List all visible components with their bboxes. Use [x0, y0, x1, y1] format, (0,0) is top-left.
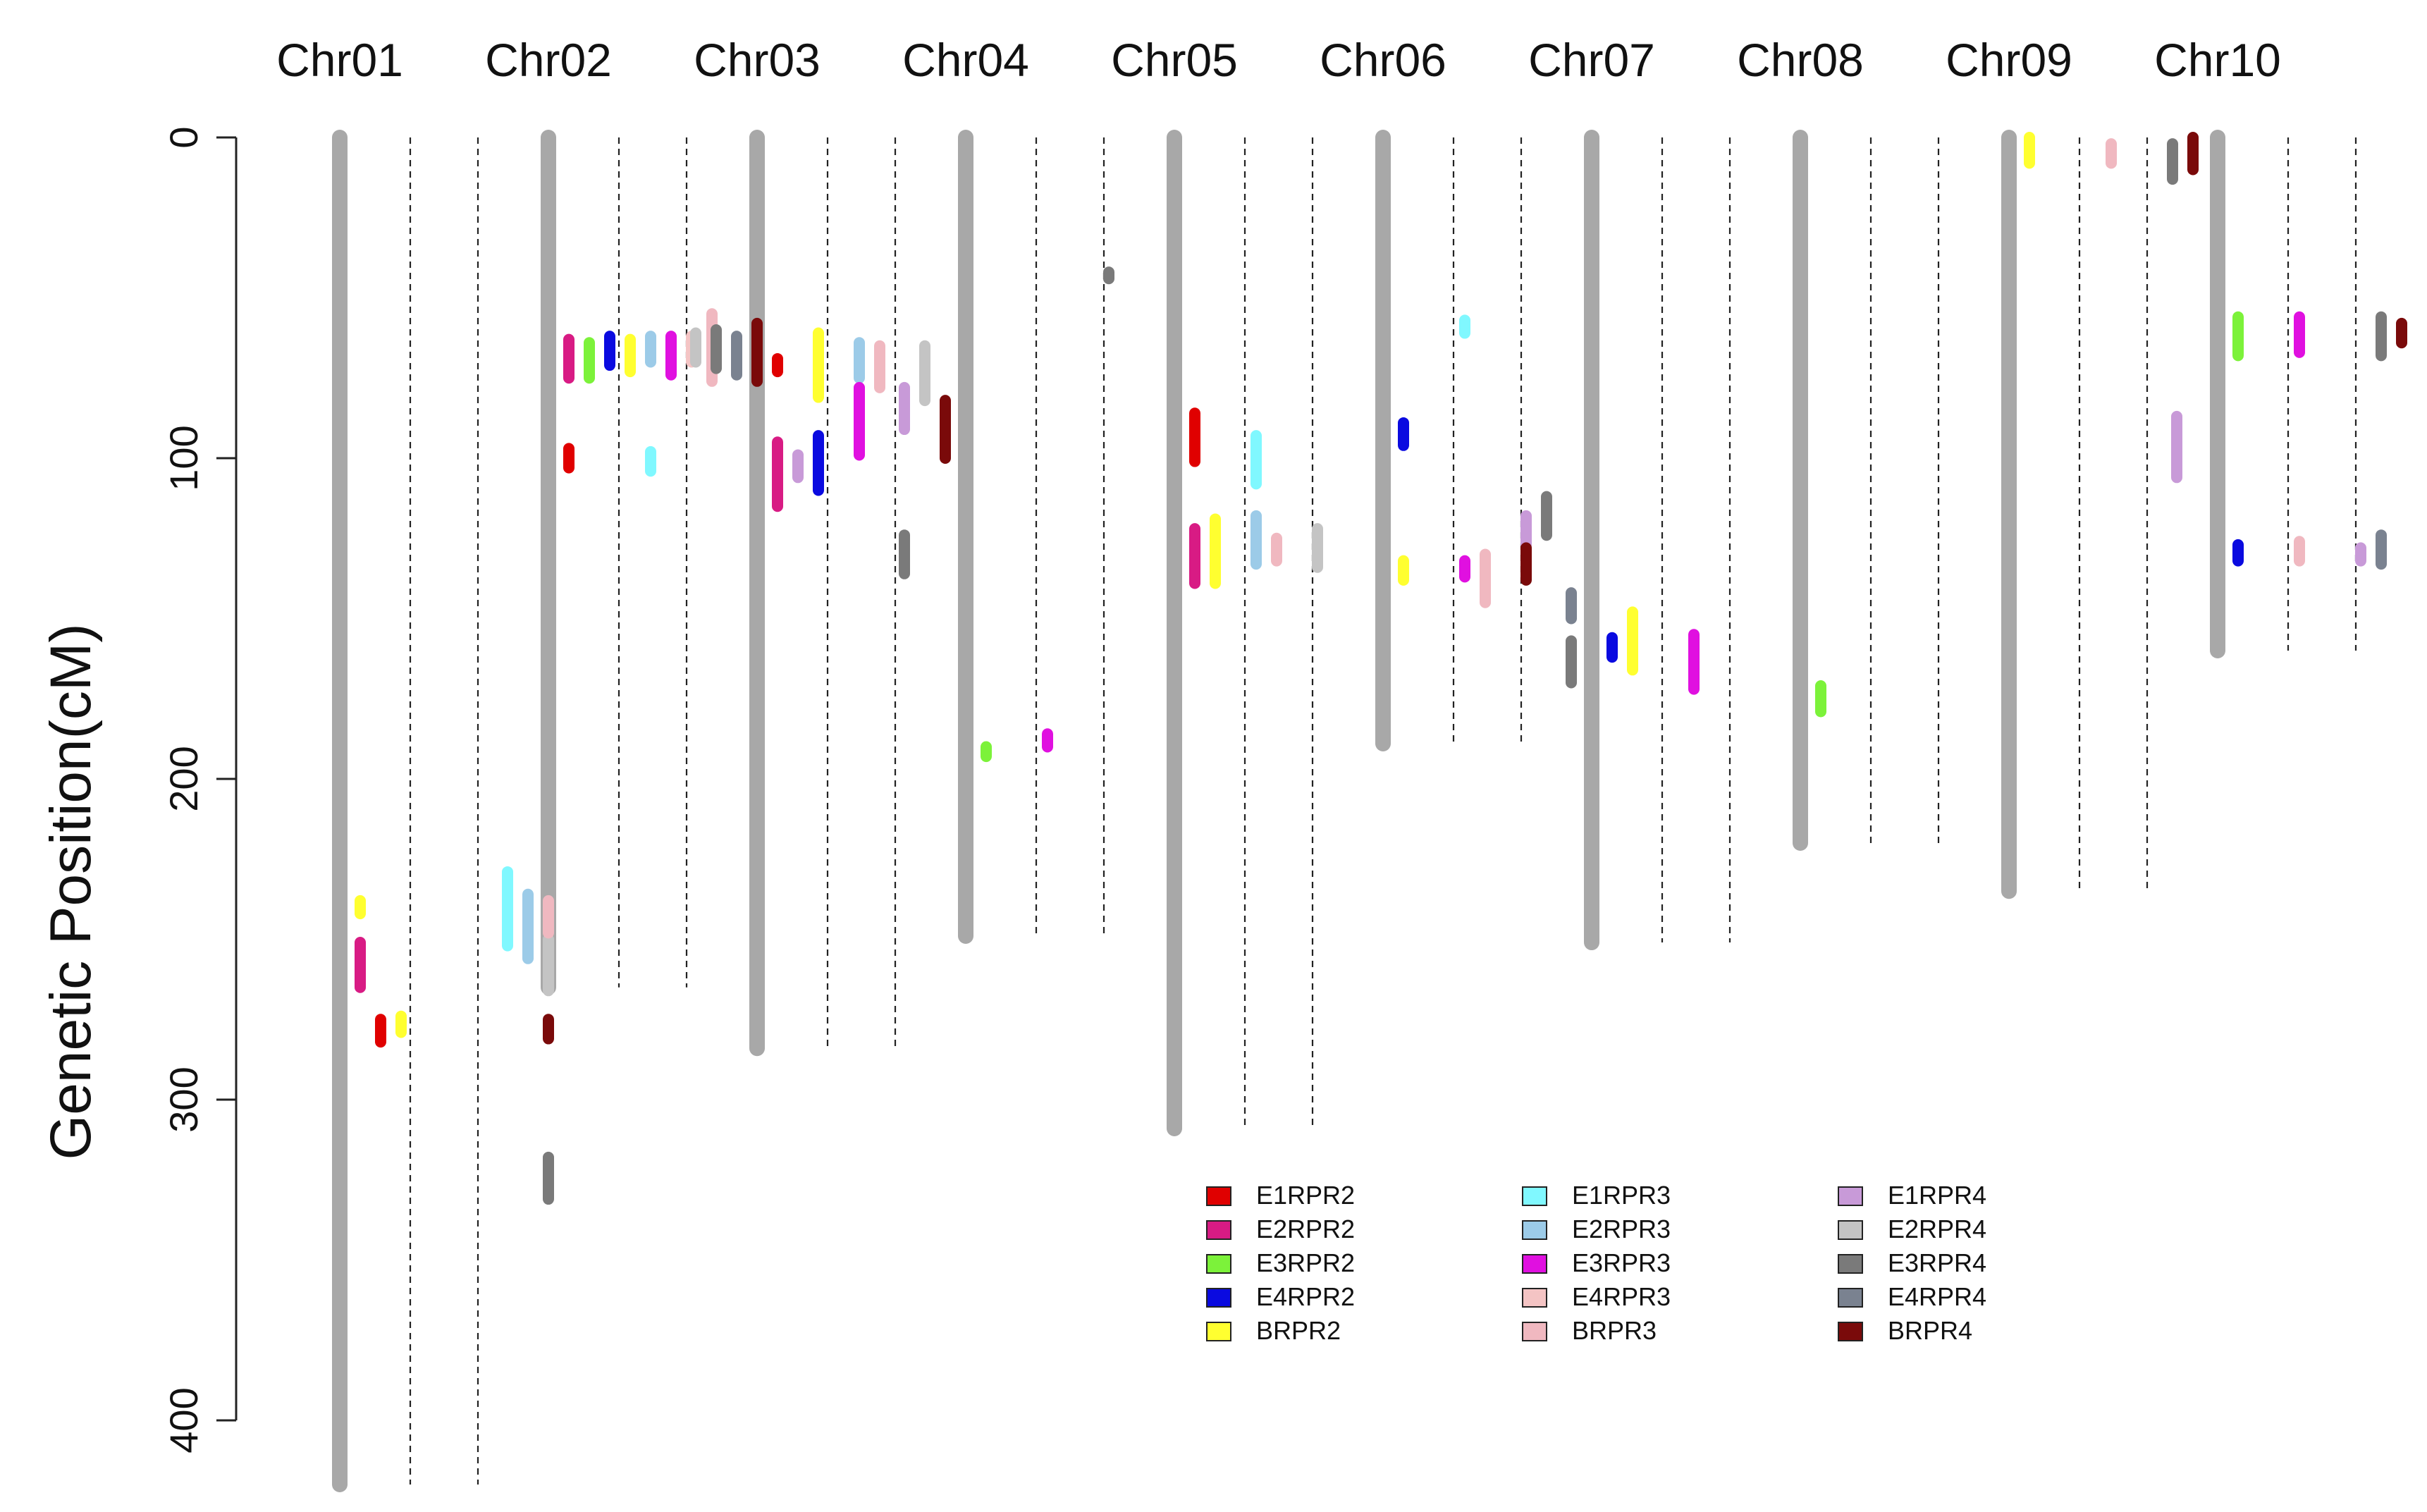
chromosome-bars — [332, 130, 2225, 1492]
legend-swatch — [1206, 1220, 1231, 1240]
chromosome-label: Chr02 — [485, 34, 612, 86]
legend-label: E3RPR3 — [1572, 1248, 1671, 1277]
y-axis-title-group: Genetic Position(cM) — [39, 623, 103, 1160]
legend-label: BRPR3 — [1572, 1316, 1657, 1345]
y-tick-label: 300 — [161, 1067, 206, 1132]
legend-swatch — [1838, 1288, 1863, 1308]
chromosome-labels: Chr01 Chr02 Chr03 Chr04 Chr05 Chr06 Chr07 Chr08… — [276, 34, 2281, 86]
chromosome-label: Chr05 — [1111, 34, 1238, 86]
legend-label: E4RPR3 — [1572, 1282, 1671, 1311]
legend-swatch — [1206, 1254, 1231, 1274]
y-axis: 0 100 200 300 400 — [161, 126, 238, 1453]
chromosome-label: Chr01 — [276, 34, 403, 86]
legend-swatch — [1206, 1186, 1231, 1206]
chromosome-label: Chr10 — [2154, 34, 2281, 86]
chromosome-dividers — [409, 137, 2357, 1485]
legend-swatch — [1838, 1220, 1863, 1240]
legend-label: E2RPR2 — [1256, 1215, 1355, 1243]
legend-swatch — [1206, 1288, 1231, 1308]
qtl-markers — [355, 132, 2407, 1205]
chromosome-label: Chr08 — [1737, 34, 1864, 86]
chromosome-label: Chr07 — [1528, 34, 1655, 86]
y-tick-label: 0 — [161, 126, 206, 148]
legend-swatch — [1838, 1322, 1863, 1341]
legend-label: BRPR2 — [1256, 1316, 1341, 1345]
chromosome-label: Chr03 — [694, 34, 821, 86]
legend-label: E3RPR2 — [1256, 1248, 1355, 1277]
legend-swatch — [1522, 1220, 1547, 1240]
y-tick-label: 200 — [161, 746, 206, 811]
legend-swatch — [1522, 1186, 1547, 1206]
chromosome-label: Chr09 — [1946, 34, 2072, 86]
legend-label: BRPR4 — [1888, 1316, 1972, 1345]
legend-label: E4RPR4 — [1888, 1282, 1986, 1311]
legend-swatch — [1838, 1186, 1863, 1206]
y-tick-label: 100 — [161, 425, 206, 491]
legend-swatch — [1522, 1254, 1547, 1274]
legend-label: E4RPR2 — [1256, 1282, 1355, 1311]
legend-label: E1RPR3 — [1572, 1181, 1671, 1210]
chromosome-label: Chr04 — [902, 34, 1029, 86]
legend-label: E2RPR4 — [1888, 1215, 1986, 1243]
legend-label: E2RPR3 — [1572, 1215, 1671, 1243]
y-axis-title: Genetic Position(cM) — [39, 623, 103, 1160]
legend-swatch — [1838, 1254, 1863, 1274]
y-tick-label: 400 — [161, 1387, 206, 1453]
legend-label: E1RPR2 — [1256, 1181, 1355, 1210]
legend-swatch — [1206, 1322, 1231, 1341]
legend: E1RPR2 E2RPR2 E3RPR2 E4RPR2 BRPR2 E1RPR3 E2RPR… — [1206, 1181, 1986, 1345]
legend-swatch — [1522, 1288, 1547, 1308]
legend-label: E3RPR4 — [1888, 1248, 1986, 1277]
chromosome-label: Chr06 — [1320, 34, 1446, 86]
legend-label: E1RPR4 — [1888, 1181, 1986, 1210]
legend-swatch — [1522, 1322, 1547, 1341]
